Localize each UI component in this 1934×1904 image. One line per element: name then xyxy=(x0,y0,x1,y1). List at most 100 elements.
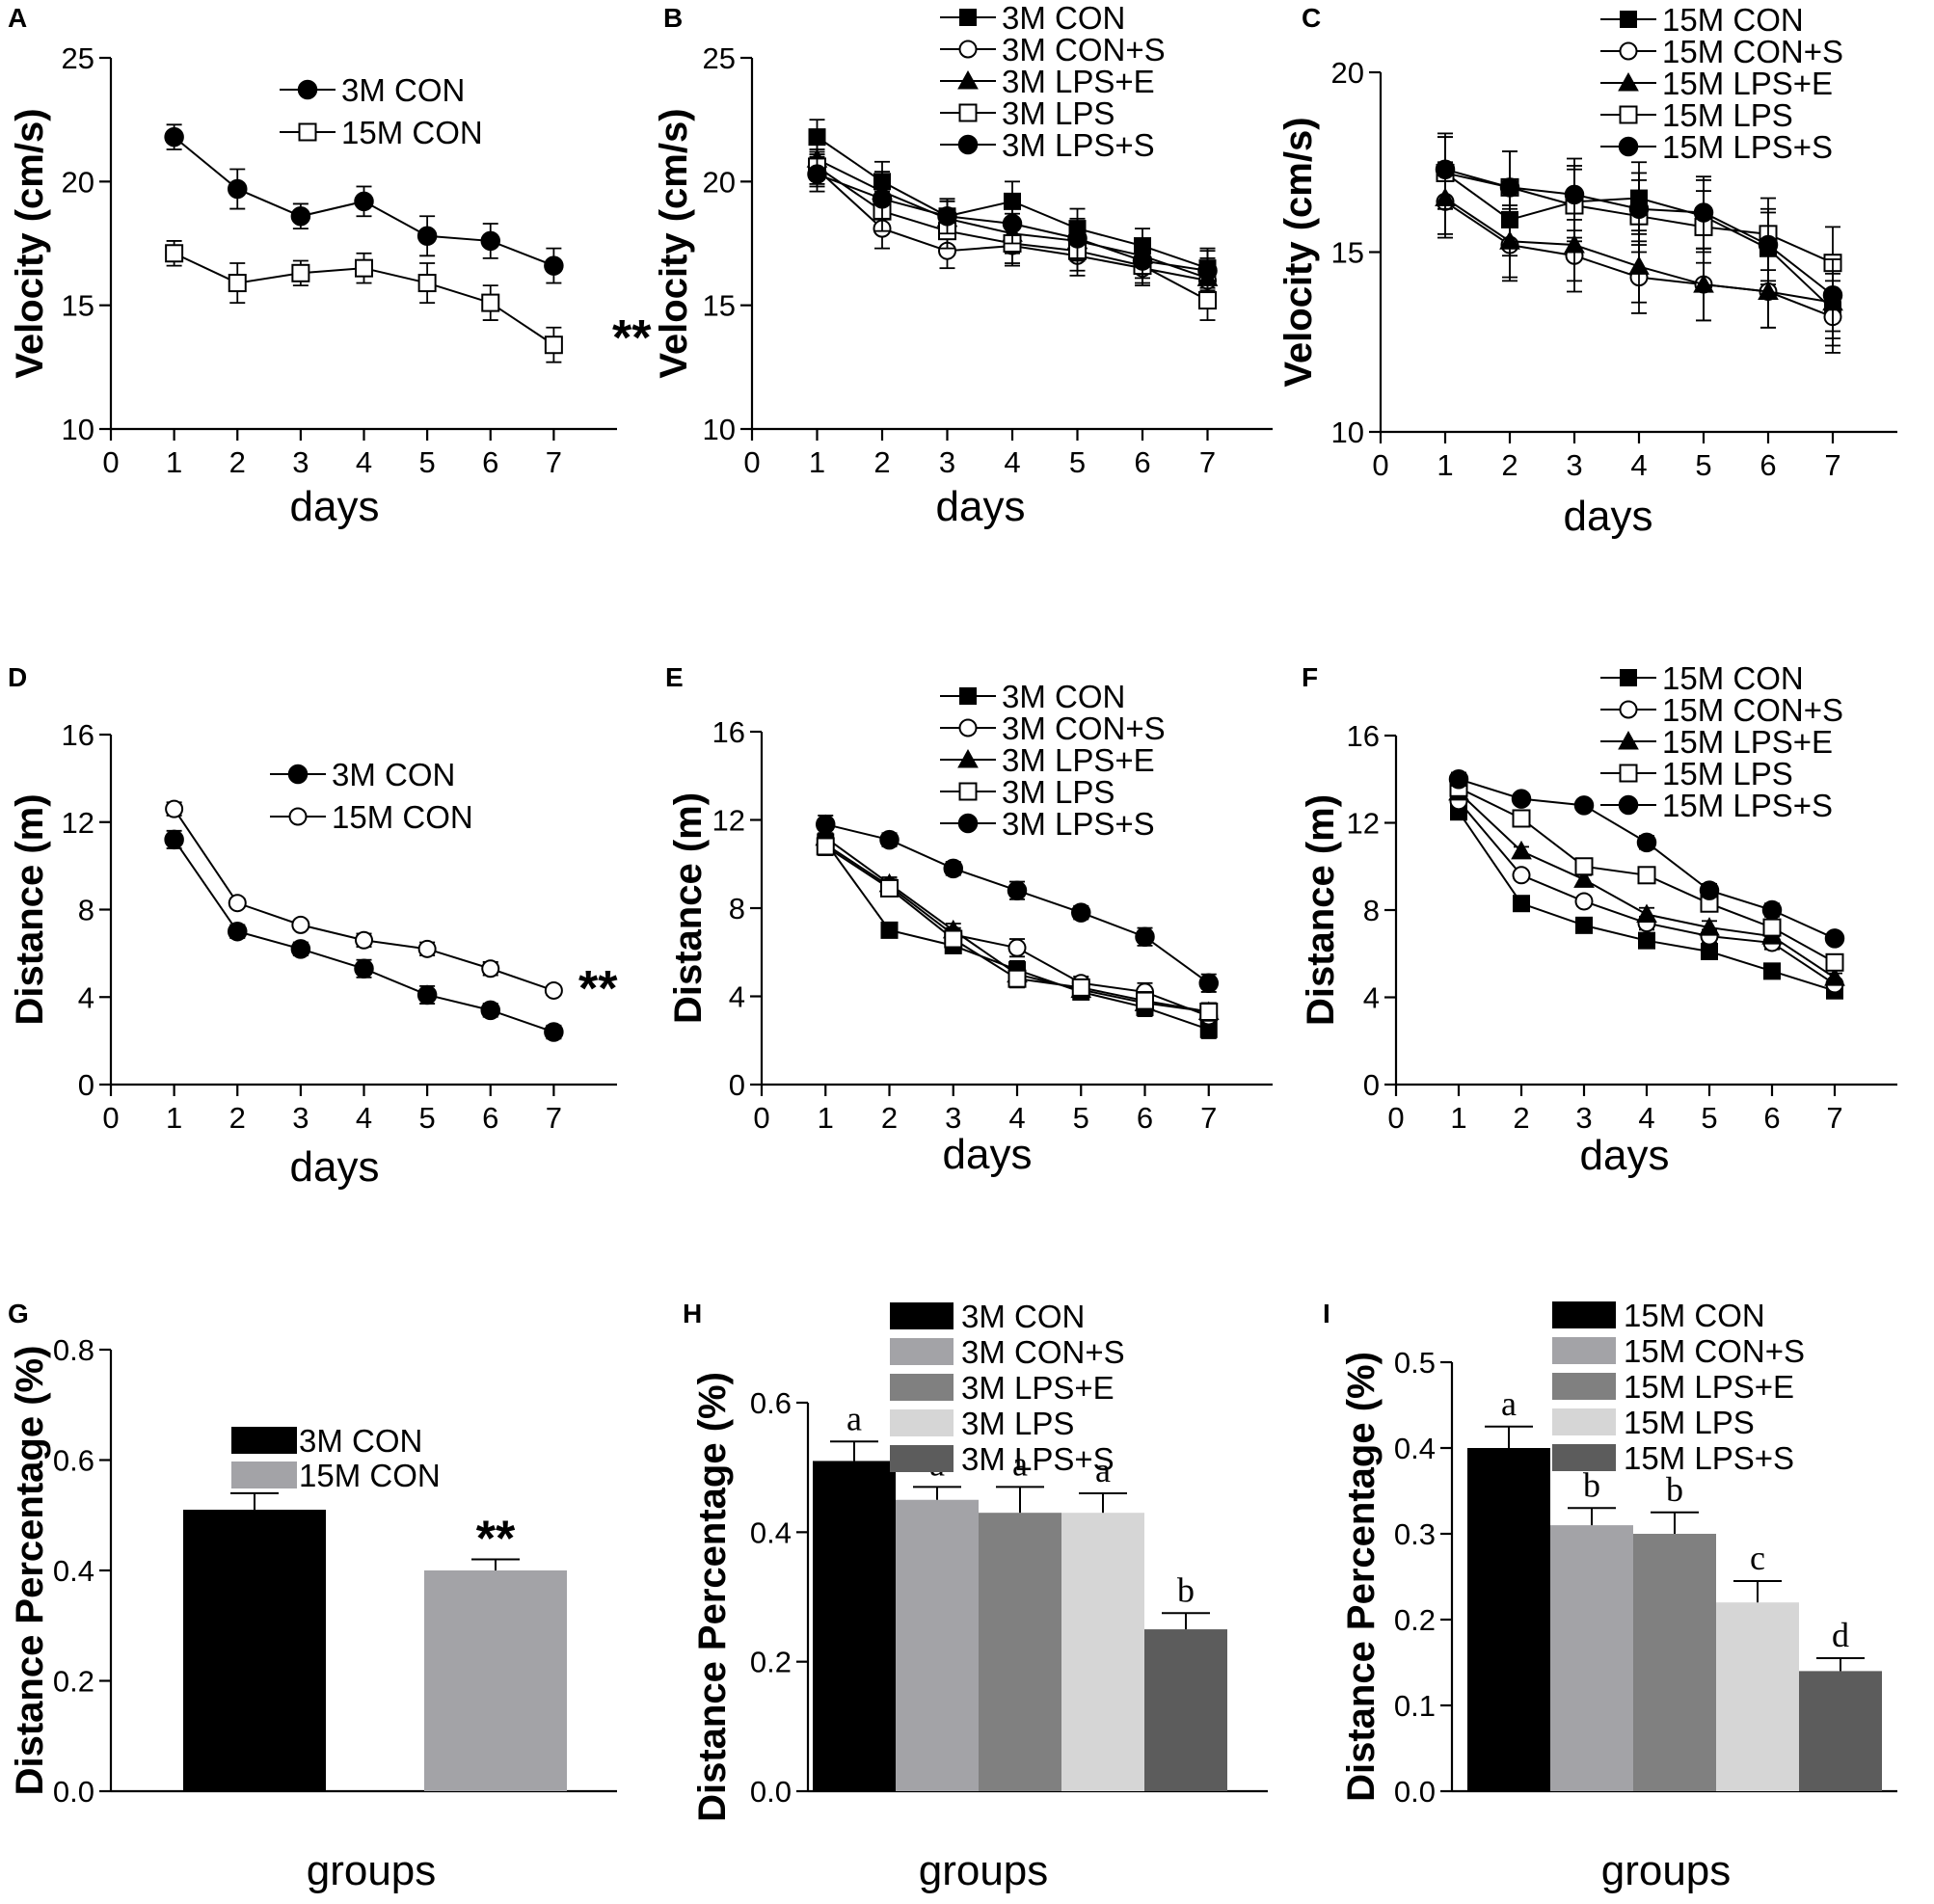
data-point xyxy=(1067,228,1088,249)
x-tick-label: 4 xyxy=(1008,1101,1025,1135)
data-point xyxy=(1197,260,1218,281)
x-tick-label: 2 xyxy=(873,445,890,479)
data-point xyxy=(1701,942,1718,960)
legend-label: 3M LPS xyxy=(1002,95,1115,131)
y-tick-label: 4 xyxy=(1363,981,1380,1015)
data-point xyxy=(1136,991,1154,1010)
y-tick-label: 0 xyxy=(1363,1068,1380,1102)
data-point xyxy=(544,255,564,276)
legend: 3M CON 15M CON xyxy=(280,72,483,150)
legend: 3M CON 15M CON xyxy=(270,757,473,835)
x-tick-label: 0 xyxy=(743,445,760,479)
data-point xyxy=(1636,832,1657,853)
data-point xyxy=(1762,918,1782,937)
data-point xyxy=(1564,234,1585,254)
data-point xyxy=(1512,809,1531,828)
x-tick-label: 7 xyxy=(1826,1101,1842,1135)
panel-label: H xyxy=(683,1299,702,1328)
legend-label: 3M CON xyxy=(961,1299,1085,1334)
series-3m-con-s xyxy=(816,834,1219,1027)
legend-marker xyxy=(958,40,978,59)
legend-label: 15M LPS+E xyxy=(1662,724,1833,760)
bar-label: b xyxy=(1583,1465,1600,1504)
legend-swatch xyxy=(890,1445,954,1472)
bar xyxy=(896,1499,979,1791)
bar xyxy=(979,1513,1061,1791)
data-point xyxy=(1637,866,1656,885)
legend-label: 15M CON xyxy=(1624,1298,1765,1333)
y-axis-label: Distance (m) xyxy=(1300,794,1342,1026)
legend-swatch xyxy=(890,1302,954,1329)
legend-marker xyxy=(287,764,309,785)
legend-label: 15M LPS xyxy=(1624,1405,1755,1440)
y-tick-label: 0.2 xyxy=(750,1646,792,1679)
x-axis-label: days xyxy=(1580,1132,1670,1179)
data-point xyxy=(1824,967,1845,986)
legend-label: 15M LPS+S xyxy=(1662,788,1833,823)
legend-label: 15M CON+S xyxy=(1662,34,1843,69)
data-point xyxy=(1007,969,1027,988)
legend-label: 3M LPS+S xyxy=(1002,127,1155,163)
x-tick-label: 4 xyxy=(356,445,372,479)
data-point xyxy=(544,1022,564,1042)
legend-marker xyxy=(1619,700,1638,719)
data-point xyxy=(1435,159,1456,179)
legend-marker xyxy=(1620,11,1637,28)
legend-marker xyxy=(958,103,978,122)
legend-marker xyxy=(957,134,979,155)
panel-label: C xyxy=(1302,3,1321,33)
legend-swatch xyxy=(1552,1444,1616,1471)
x-tick-label: 2 xyxy=(1513,1101,1529,1135)
legend-label: 15M CON xyxy=(1662,2,1804,38)
data-point xyxy=(290,206,311,227)
data-point xyxy=(1693,202,1714,223)
x-tick-label: 2 xyxy=(229,1101,246,1135)
y-tick-label: 12 xyxy=(712,804,745,838)
y-axis-label: Velocity (cm/s) xyxy=(9,108,51,378)
legend-label: 15M CON xyxy=(341,115,483,150)
bar-label: b xyxy=(1177,1570,1195,1609)
x-tick-label: 6 xyxy=(1759,448,1776,482)
x-axis-label: groups xyxy=(1601,1847,1732,1894)
legend-marker xyxy=(1618,794,1639,816)
y-tick-label: 10 xyxy=(62,413,94,446)
x-axis-label: groups xyxy=(307,1847,437,1894)
x-tick-label: 7 xyxy=(546,445,562,479)
x-tick-label: 4 xyxy=(1638,1101,1654,1135)
y-tick-label: 10 xyxy=(703,413,736,446)
y-tick-label: 8 xyxy=(78,894,94,927)
data-point xyxy=(944,929,963,949)
x-tick-label: 7 xyxy=(1199,445,1216,479)
x-axis-label: days xyxy=(290,483,380,530)
series-3m-lps-s xyxy=(807,155,1218,292)
x-tick-label: 6 xyxy=(482,445,498,479)
data-point xyxy=(1198,291,1217,310)
y-tick-label: 0.0 xyxy=(750,1775,792,1809)
panel-a: A 10 15 20 25 0 1 2 3 4 5 6 7 days Velocity (cm/s) 3M C… xyxy=(8,3,652,530)
data-point xyxy=(1628,255,1650,275)
data-point xyxy=(1198,973,1219,994)
data-point xyxy=(355,258,373,278)
legend-label: 3M LPS+E xyxy=(961,1370,1115,1406)
x-tick-label: 4 xyxy=(1630,448,1647,482)
legend-swatch xyxy=(1552,1408,1616,1435)
bar xyxy=(1061,1513,1144,1791)
x-tick-label: 5 xyxy=(1695,448,1711,482)
significance-label: ** xyxy=(578,961,618,1017)
legend-label: 3M CON xyxy=(341,72,465,108)
data-point xyxy=(880,878,899,898)
x-tick-label: 3 xyxy=(292,1101,309,1135)
legend-label: 15M CON xyxy=(1662,660,1804,696)
panel-label: E xyxy=(665,662,684,692)
x-tick-label: 1 xyxy=(1437,448,1453,482)
legend-label: 3M CON+S xyxy=(961,1334,1125,1370)
data-point xyxy=(481,959,500,979)
y-tick-label: 0.4 xyxy=(1394,1432,1436,1465)
x-axis-label: days xyxy=(1564,493,1653,540)
x-axis-label: days xyxy=(290,1143,380,1191)
data-point xyxy=(1628,199,1650,219)
